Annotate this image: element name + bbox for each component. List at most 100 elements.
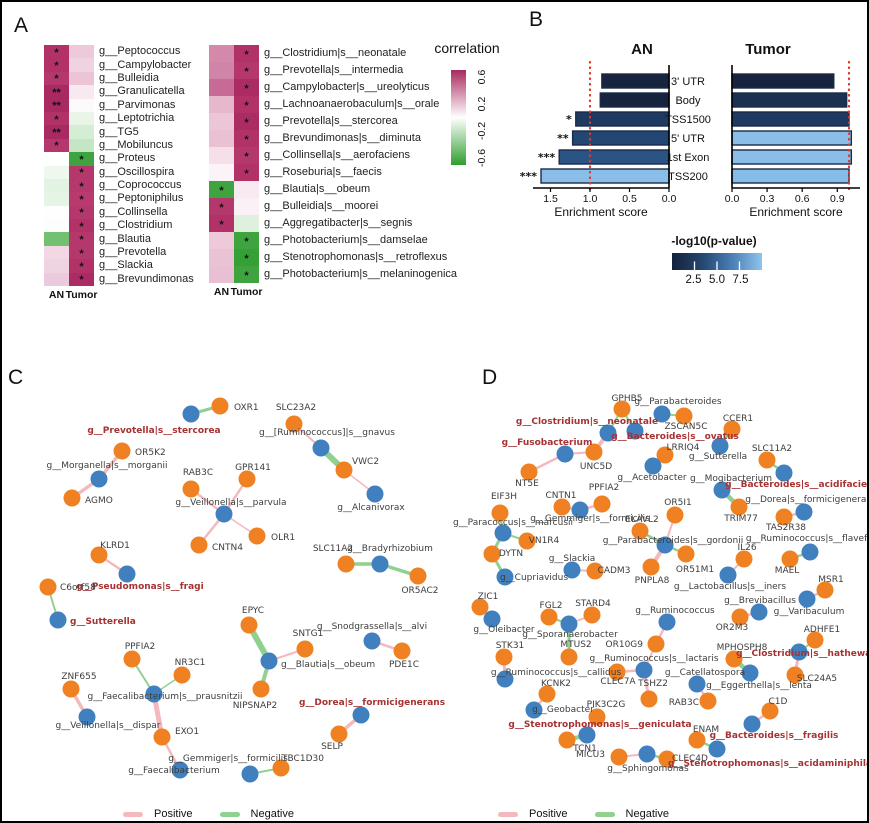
node-acetobact — [644, 457, 662, 475]
node-vn1r4 — [518, 532, 536, 550]
node-label-c1d: C1D — [769, 697, 788, 707]
node-catellato — [688, 675, 706, 693]
heatmap-left: * g__Peptococcus * g__Campylobacter * g__Bull… — [44, 45, 194, 301]
node-ppfia2_c — [123, 650, 141, 668]
node-label-fgl2: FGL2 — [540, 601, 563, 611]
heatmap-row: * g__Roseburia|s__faecis — [209, 164, 457, 181]
node-dispar — [78, 708, 96, 726]
node-label-or5i1: OR5I1 — [664, 498, 691, 508]
node-pde1c — [393, 642, 411, 660]
node-label-oleibacter: g__Oleibacter — [473, 625, 535, 635]
heatmap-cell-AN — [44, 165, 69, 179]
node-dorea_d — [795, 503, 813, 521]
heatmap-row: * g__Oscillospira — [44, 165, 194, 179]
pvalue-tick-label: 2.5 — [686, 274, 702, 286]
heatmap-cell-Tumor: * — [69, 232, 94, 246]
heatmap-row: * g__Collinsella|s__aerofaciens — [209, 147, 457, 164]
heatmap-cell-Tumor: * — [234, 45, 259, 62]
node-mtus2 — [560, 648, 578, 666]
heatmap-cell-AN — [44, 245, 69, 260]
heatmap-cell-Tumor — [69, 45, 94, 59]
node-adhfe1 — [806, 631, 824, 649]
heatmap-cell-Tumor: * — [234, 147, 259, 164]
node-label-callidus: g__Ruminococcus|s__callidus — [491, 668, 622, 678]
node-tcn1 — [558, 731, 576, 749]
node-or10g9 — [647, 635, 665, 653]
node-label-rumi_gnavus: g__[Ruminococcus]|s__gnavus — [259, 428, 395, 438]
heatmap-cell-Tumor: * — [234, 164, 259, 181]
heatmap-row: * g__Blautia — [44, 232, 194, 246]
heatmap-cell-AN — [44, 259, 69, 273]
heatmap-cell-Tumor: * — [234, 62, 259, 79]
taxon-label: g__Brevundimonas — [99, 272, 194, 285]
node-label-kcnk2: KCNK2 — [541, 679, 571, 689]
node-label-clec7a: CLEC7A — [600, 677, 636, 687]
node-prev_ster — [182, 405, 200, 423]
node-label-ppfia2_c: PPFIA2 — [125, 642, 156, 652]
panel-c-network: OXR1 g__Prevotella|s__stercorea SLC23A2 g__… — [39, 397, 445, 783]
node-label-dispar: g__Veillonella|s__dispar — [55, 721, 160, 731]
node-label-ccer1: CCER1 — [723, 414, 753, 424]
heatmap-cell-Tumor — [69, 71, 94, 86]
taxon-label: g__Collinsella — [99, 205, 168, 218]
node-label-cadm3: CADM3 — [598, 566, 631, 576]
taxon-label: g__Bulleidia — [99, 71, 159, 84]
heatmap-cell-Tumor — [234, 181, 259, 198]
node-label-marcusii: g__Paracoccus|s__marcusii — [453, 518, 573, 528]
node-or5ac2 — [409, 567, 427, 585]
node-kcnk2 — [538, 685, 556, 703]
heatmap-row: * g__Slackia — [44, 259, 194, 273]
heatmap-row: * g__Prevotella|s__stercorea — [209, 113, 457, 130]
heatmap-row: * g__Stenotrophomonas|s__retroflexus — [209, 249, 457, 266]
taxon-label: g__Granulicatella — [99, 85, 185, 98]
taxon-label: g__Collinsella|s__aerofaciens — [264, 149, 410, 161]
chart-title-Tumor: Tumor — [745, 41, 791, 58]
taxon-label: g__Coprococcus — [99, 179, 182, 192]
node-enam — [688, 731, 706, 749]
heatmap-row: * g__Photobacterium|s__damselae — [209, 232, 457, 249]
category-label: 3' UTR — [671, 76, 705, 88]
heatmap-cell-AN — [44, 205, 69, 220]
category-label: TSS1500 — [665, 114, 711, 126]
heatmap-row: * g__Campylobacter|s__ureolyticus — [209, 79, 457, 96]
node-label-fragilis: g__Bacteroides|s__fragilis — [710, 731, 839, 741]
node-cadm3 — [586, 562, 604, 580]
node-nt5e — [520, 463, 538, 481]
heatmap-cell-AN: * — [44, 111, 69, 126]
negative-legend-label: Negative — [625, 808, 669, 820]
node-brady — [371, 555, 389, 573]
node-label-alvi: g__Snodgrassella|s__alvi — [317, 622, 427, 632]
node-label-olr1: OLR1 — [271, 533, 295, 543]
node-label-pnpla8: PNPLA8 — [635, 576, 670, 586]
heatmap-cell-AN: ** — [44, 98, 69, 112]
heatmap-row: * g__Peptoniphilus — [44, 192, 194, 206]
node-il26 — [735, 550, 753, 568]
panel-b-label: B — [529, 8, 544, 31]
node-label-mael: MAEL — [775, 566, 800, 576]
node-label-tbc1d30: TBC1D30 — [281, 754, 324, 764]
category-label: Body — [675, 95, 701, 107]
node-label-mtus2: MTUS2 — [560, 640, 591, 650]
node-ruminoc_d — [658, 613, 676, 631]
heatmap-cell-AN: * — [209, 198, 234, 215]
node-label-or51m1: OR51M1 — [676, 565, 714, 575]
node-label-c6orf58: C6orf58 — [60, 583, 96, 593]
heatmap-cell-Tumor: * — [234, 232, 259, 249]
axis-tick-label: 0.6 — [795, 193, 810, 205]
heatmap-row: * g__Campylobacter — [44, 58, 194, 72]
positive-edge-swatch — [123, 811, 143, 817]
node-label-cupriavidus: g__Cupriavidus — [500, 573, 568, 583]
heatmap-row: * g__Leptotrichia — [44, 111, 194, 126]
heatmap-cell-AN — [209, 164, 234, 181]
node-label-slackia_d: g__Slackia — [549, 554, 596, 564]
node-agmo — [63, 489, 81, 507]
positive-edge-swatch — [498, 811, 518, 817]
column-header: Tumor — [230, 286, 263, 298]
heatmap-cell-AN — [209, 113, 234, 130]
node-label-brevibacillus: g__Brevibacillus — [724, 596, 796, 606]
heatmap-cell-Tumor — [234, 198, 259, 215]
node-label-tas2r38: TAS2R38 — [765, 523, 806, 533]
node-label-ovatus: g__Bacteroides|s__ovatus — [611, 432, 739, 442]
node-clec4d — [658, 750, 676, 768]
node-or5k2 — [113, 442, 131, 460]
